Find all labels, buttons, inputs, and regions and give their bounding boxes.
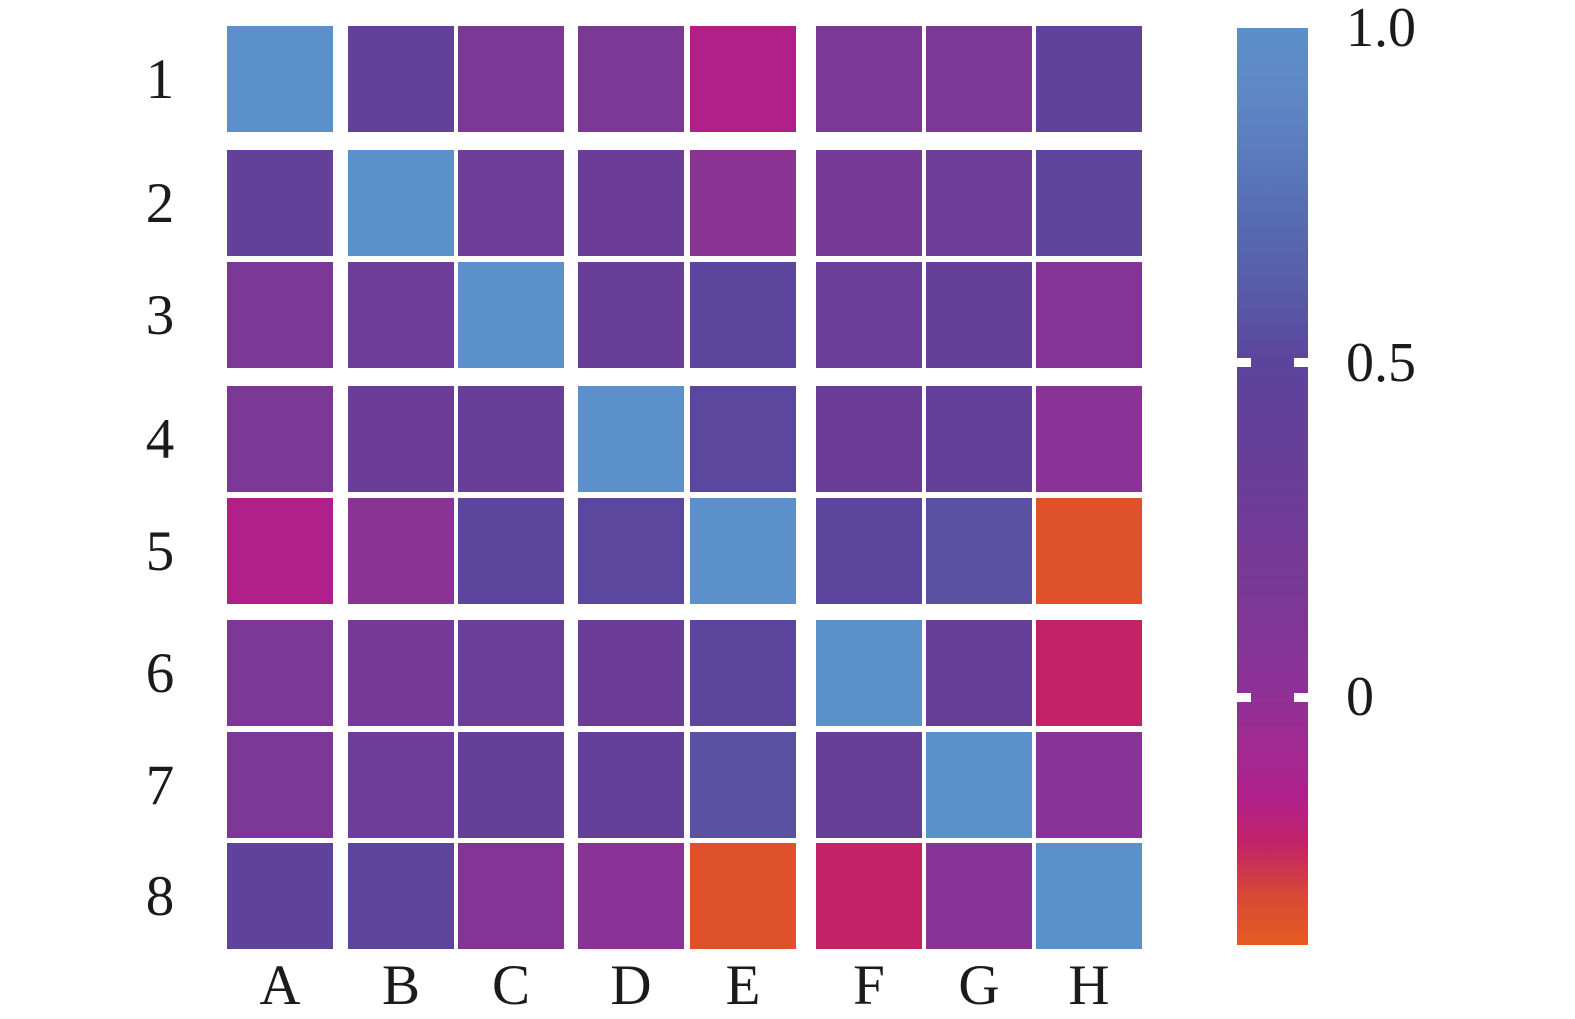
heatmap-cell	[348, 386, 454, 492]
x-axis-tick-label: G	[958, 953, 1000, 1017]
y-axis-tick-label: 7	[145, 753, 175, 817]
heatmap-cell	[578, 26, 684, 132]
colorbar	[1237, 28, 1308, 945]
colorbar-gradient	[1237, 28, 1308, 945]
heatmap-cell	[816, 498, 922, 604]
heatmap-cell	[348, 262, 454, 368]
heatmap-cell	[1036, 732, 1142, 838]
heatmap-cell	[458, 150, 564, 256]
heatmap-cell	[816, 732, 922, 838]
heatmap-cell	[690, 150, 796, 256]
x-axis-tick-label: E	[725, 953, 761, 1017]
x-axis-tick-label: D	[610, 953, 652, 1017]
heatmap-cell	[1036, 150, 1142, 256]
heatmap-cell	[690, 843, 796, 949]
heatmap-cell	[458, 262, 564, 368]
colorbar-tick-label: 0	[1346, 666, 1374, 729]
heatmap-cell	[578, 498, 684, 604]
y-axis-tick-label: 1	[145, 47, 175, 111]
heatmap-cell	[690, 620, 796, 726]
x-axis-tick-label: A	[259, 953, 301, 1017]
heatmap-cell	[926, 843, 1032, 949]
y-axis-tick-label: 2	[145, 171, 175, 235]
x-axis-tick-label: B	[381, 953, 421, 1017]
heatmap-cell	[348, 843, 454, 949]
heatmap-cell	[578, 262, 684, 368]
heatmap-cell	[348, 150, 454, 256]
heatmap-cell	[1036, 498, 1142, 604]
heatmap-cell	[926, 386, 1032, 492]
heatmap-cell	[227, 620, 333, 726]
x-axis-tick-label: C	[491, 953, 531, 1017]
y-axis-tick-label: 3	[145, 283, 175, 347]
heatmap-cell	[458, 843, 564, 949]
heatmap-cell	[1036, 843, 1142, 949]
heatmap-cell	[578, 732, 684, 838]
heatmap-cell	[1036, 26, 1142, 132]
heatmap-cell	[690, 26, 796, 132]
heatmap-cell	[690, 386, 796, 492]
heatmap-cell	[1036, 262, 1142, 368]
heatmap-cell	[458, 26, 564, 132]
y-axis-tick-label: 6	[145, 641, 175, 705]
colorbar-tick-mark	[1294, 692, 1308, 702]
heatmap-cell	[926, 498, 1032, 604]
heatmap-cell	[458, 732, 564, 838]
heatmap-cell	[926, 620, 1032, 726]
heatmap-cell	[348, 498, 454, 604]
heatmap-cell	[578, 843, 684, 949]
heatmap-cell	[348, 620, 454, 726]
heatmap-cell	[690, 262, 796, 368]
heatmap-cell	[458, 386, 564, 492]
heatmap-cell	[1036, 386, 1142, 492]
heatmap-cell	[227, 26, 333, 132]
colorbar-tick-mark	[1237, 692, 1251, 702]
heatmap-cell	[227, 498, 333, 604]
heatmap-cell	[578, 620, 684, 726]
y-axis-tick-label: 8	[145, 864, 175, 928]
heatmap-cell	[348, 732, 454, 838]
heatmap-cell	[578, 150, 684, 256]
heatmap-cell	[816, 26, 922, 132]
heatmap-cell	[816, 386, 922, 492]
heatmap-cell	[690, 732, 796, 838]
heatmap-cell	[690, 498, 796, 604]
colorbar-tick-label: 0.5	[1346, 331, 1416, 394]
colorbar-tick-label: 1.0	[1346, 0, 1416, 59]
heatmap-cell	[926, 262, 1032, 368]
heatmap-cell	[926, 150, 1032, 256]
heatmap-cell	[458, 498, 564, 604]
heatmap-cell	[816, 620, 922, 726]
heatmap-cell	[227, 386, 333, 492]
colorbar-tick-mark	[1237, 358, 1251, 368]
colorbar-tick-mark	[1294, 358, 1308, 368]
heatmap-cell	[578, 386, 684, 492]
y-axis-tick-label: 5	[145, 519, 175, 583]
heatmap-cell	[348, 26, 454, 132]
heatmap-cell	[227, 150, 333, 256]
heatmap-cell	[227, 732, 333, 838]
y-axis-tick-label: 4	[145, 407, 175, 471]
heatmap-cell	[458, 620, 564, 726]
heatmap-cell	[1036, 620, 1142, 726]
x-axis-tick-label: F	[853, 953, 885, 1017]
heatmap-cell	[926, 26, 1032, 132]
heatmap-cell	[816, 150, 922, 256]
heatmap-cell	[816, 262, 922, 368]
heatmap-cell	[227, 262, 333, 368]
heatmap-cell	[926, 732, 1032, 838]
heatmap-cell	[227, 843, 333, 949]
heatmap-cell	[816, 843, 922, 949]
x-axis-tick-label: H	[1068, 953, 1110, 1017]
